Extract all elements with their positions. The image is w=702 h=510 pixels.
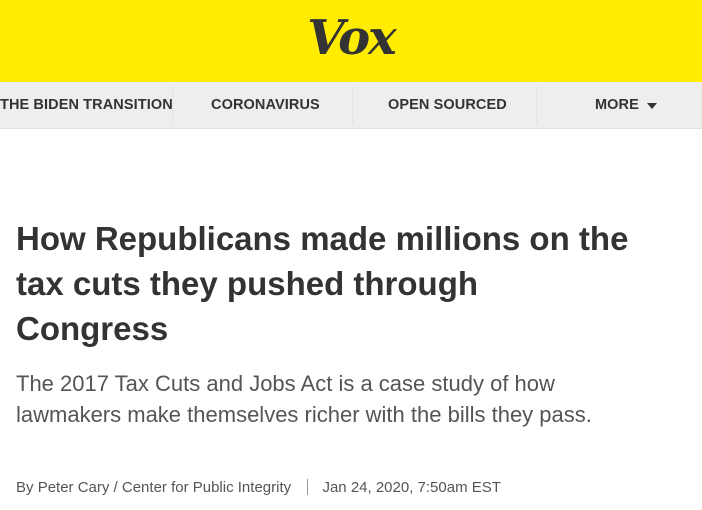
vox-logo[interactable]: Vox (307, 10, 396, 66)
section-nav: THE BIDEN TRANSITION CORONAVIRUS OPEN SO… (0, 82, 702, 129)
nav-divider (536, 86, 537, 124)
byline: By Peter Cary / Center for Public Integr… (16, 478, 696, 498)
masthead: Vox (0, 0, 702, 82)
nav-more-button[interactable]: MORE (595, 82, 657, 128)
publish-date: Jan 24, 2020, 7:50am EST (322, 479, 501, 496)
byline-author-link[interactable]: Peter Cary / Center for Public Integrity (37, 479, 292, 496)
nav-divider (352, 86, 353, 124)
nav-more-label: MORE (595, 97, 639, 113)
byline-prefix: By (16, 479, 34, 496)
nav-item-biden-transition[interactable]: THE BIDEN TRANSITION (0, 97, 173, 113)
article-dek: The 2017 Tax Cuts and Jobs Act is a case… (16, 371, 592, 427)
nav-item-open-sourced[interactable]: OPEN SOURCED (388, 97, 507, 113)
caret-down-icon (646, 103, 657, 109)
article-headline: How Republicans made millions on the tax… (16, 220, 629, 347)
byline-divider (307, 479, 309, 495)
nav-divider (172, 86, 173, 124)
nav-item-coronavirus[interactable]: CORONAVIRUS (211, 97, 320, 113)
